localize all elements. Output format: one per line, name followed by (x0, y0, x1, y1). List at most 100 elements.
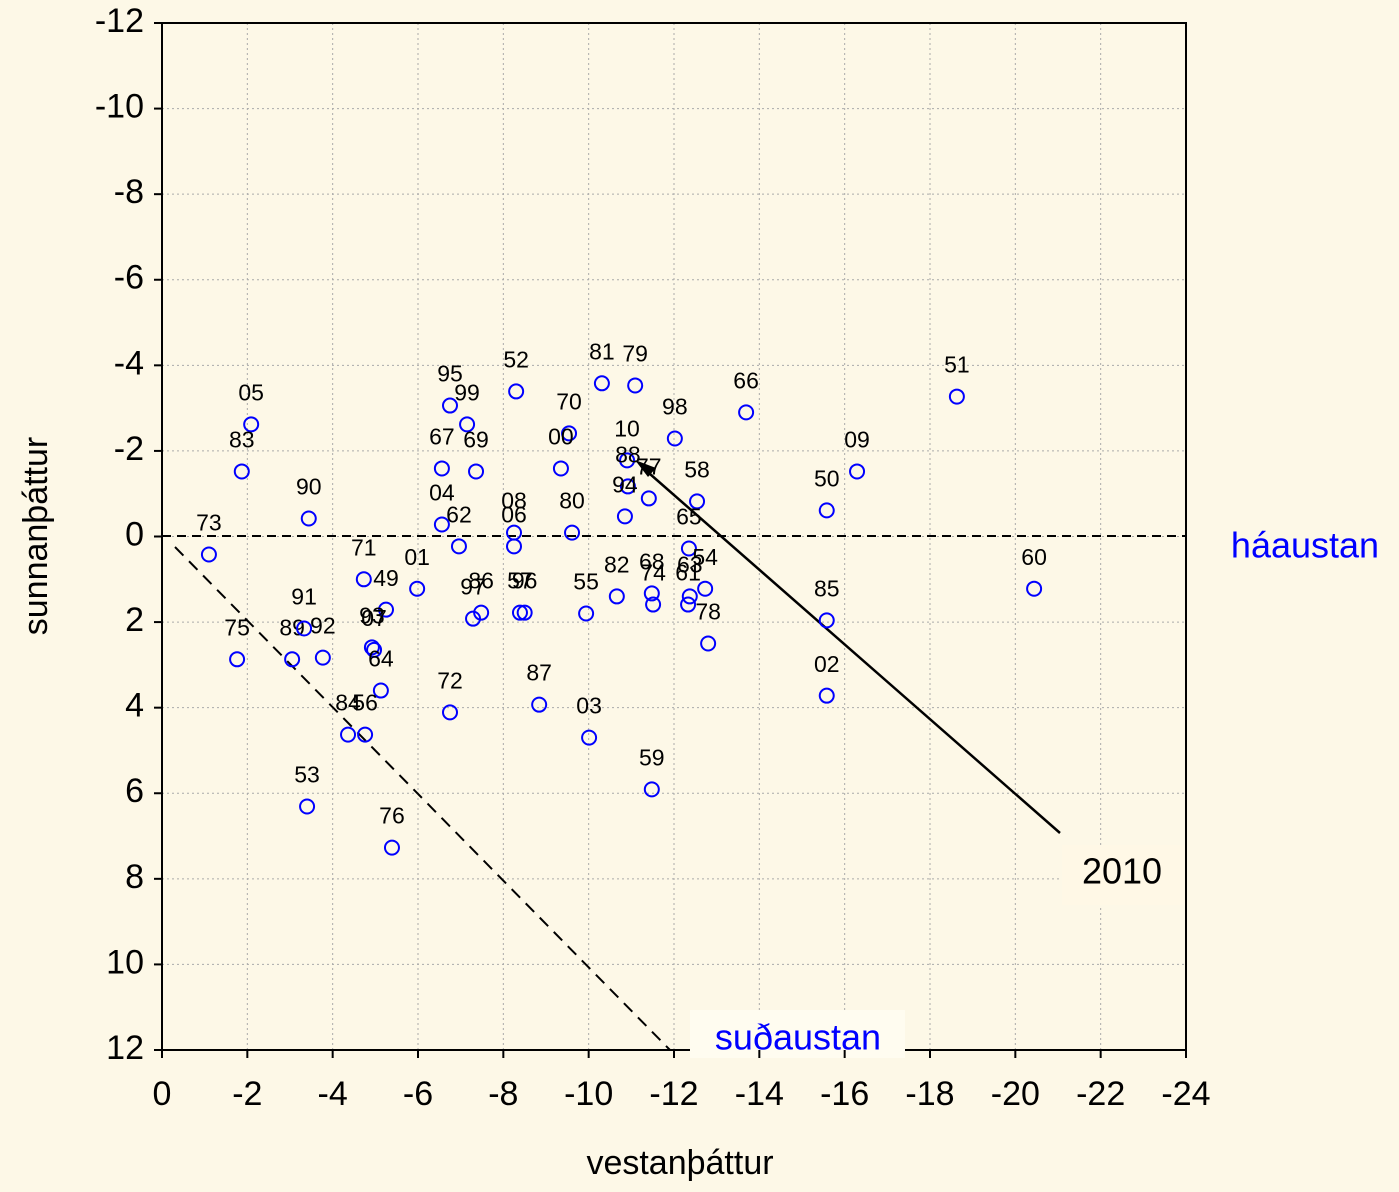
point (1026, 580, 1043, 597)
point-label: 62 (446, 501, 472, 527)
annotation: háaustan (1231, 525, 1379, 566)
y-tick-label: 6 (125, 772, 144, 810)
point-label: 93 (359, 602, 385, 628)
point-label: 91 (291, 584, 317, 610)
point (666, 430, 683, 447)
point-label: 83 (229, 427, 255, 453)
point (681, 588, 698, 605)
x-tick-label: -4 (318, 1075, 348, 1113)
point (818, 502, 835, 519)
point (442, 397, 458, 414)
point-label: 79 (622, 341, 648, 367)
point-label: 00 (548, 424, 574, 450)
point (468, 463, 485, 480)
y-tick-label: -6 (114, 259, 144, 297)
y-tick-label: -12 (95, 2, 144, 40)
point (738, 404, 755, 421)
point (442, 704, 458, 721)
point-label: 74 (640, 560, 666, 586)
point (616, 508, 633, 525)
point-label: 53 (294, 762, 320, 788)
point (578, 605, 595, 622)
point (450, 538, 467, 555)
point-label: 59 (639, 744, 665, 770)
point (818, 687, 835, 704)
point-label: 87 (526, 660, 552, 686)
point (409, 580, 426, 597)
point-label: 51 (944, 352, 970, 378)
annotation: 2010 (1082, 851, 1162, 892)
point (357, 726, 374, 743)
y-tick-label: -2 (114, 430, 144, 468)
point (284, 651, 301, 668)
point-label: 78 (695, 599, 721, 625)
point-label: 56 (352, 690, 378, 716)
point-label: 88 (615, 442, 641, 468)
point-label: 76 (379, 803, 405, 829)
point-label: 70 (556, 388, 582, 414)
point (372, 682, 389, 699)
point (818, 612, 835, 629)
y-tick-label: 2 (125, 601, 144, 639)
point-label: 85 (814, 575, 840, 601)
point-label: 49 (373, 565, 399, 591)
point (948, 388, 965, 405)
y-tick-label: 10 (106, 943, 144, 981)
point (314, 649, 331, 666)
point (378, 601, 394, 618)
point-label: 89 (279, 614, 305, 640)
point (619, 452, 636, 469)
x-axis-title: vestanþáttur (586, 1144, 773, 1182)
point (433, 516, 450, 533)
point-label: 57 (507, 568, 533, 594)
point-label: 97 (460, 574, 486, 600)
point (640, 490, 657, 507)
point-label: 63 (677, 551, 703, 577)
point (608, 588, 625, 605)
point (473, 604, 490, 621)
point-label: 03 (576, 693, 602, 719)
y-axis-title: sunnanþáttur (17, 437, 55, 636)
point-label: 60 (1021, 544, 1047, 570)
point-label: 66 (733, 367, 759, 393)
y-tick-label: -10 (95, 88, 144, 126)
point (200, 546, 217, 563)
point-label: 96 (512, 568, 538, 594)
point (511, 604, 528, 621)
y-tick-label: 12 (106, 1029, 144, 1067)
point (552, 460, 569, 477)
annotation-box (690, 1010, 905, 1058)
point-label: 64 (368, 646, 394, 672)
point-label: 94 (612, 471, 638, 497)
x-tick-label: -10 (564, 1075, 613, 1113)
point (366, 641, 383, 658)
point-label: 67 (429, 424, 455, 450)
diagonal-line (174, 546, 671, 1051)
point-label: 09 (844, 427, 870, 453)
point (680, 596, 697, 613)
point (643, 585, 660, 602)
point (383, 839, 400, 856)
point (531, 696, 548, 713)
point-label: 73 (196, 510, 222, 536)
point-label: 50 (814, 465, 840, 491)
point-label: 69 (463, 427, 489, 453)
x-tick-label: 0 (153, 1075, 172, 1113)
point-label: 72 (437, 667, 463, 693)
point-label: 05 (238, 379, 264, 405)
point (516, 604, 533, 621)
point-label: 81 (589, 338, 615, 364)
point-label: 98 (662, 394, 688, 420)
point-label: 08 (501, 488, 527, 514)
point (645, 596, 662, 613)
x-tick-label: -8 (488, 1075, 518, 1113)
point-label: 10 (614, 415, 640, 441)
point-label: 55 (573, 569, 599, 595)
point (233, 463, 250, 480)
point (340, 726, 357, 743)
point-label: 75 (224, 614, 250, 640)
x-tick-label: -16 (820, 1075, 869, 1113)
x-tick-label: -18 (905, 1075, 954, 1113)
x-tick-label: -12 (649, 1075, 698, 1113)
